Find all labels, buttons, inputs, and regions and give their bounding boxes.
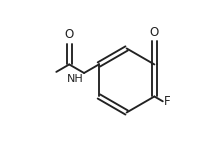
Text: O: O: [150, 26, 159, 39]
Text: O: O: [65, 28, 74, 41]
Text: NH: NH: [67, 74, 83, 84]
Text: F: F: [164, 95, 170, 108]
